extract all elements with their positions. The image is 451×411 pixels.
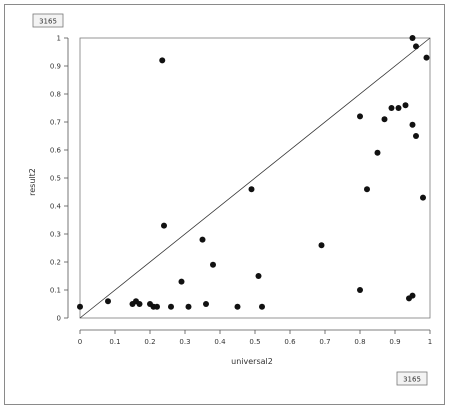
data-point bbox=[424, 55, 430, 61]
x-tick-label: 0 bbox=[78, 338, 82, 346]
data-point bbox=[179, 279, 185, 285]
y-tick-label: 0.4 bbox=[50, 203, 62, 211]
y-axis-label: result2 bbox=[28, 168, 37, 196]
data-point bbox=[235, 304, 241, 310]
x-tick-label: 0.9 bbox=[389, 338, 400, 346]
data-point bbox=[256, 273, 262, 279]
y-tick-label: 0.7 bbox=[50, 119, 61, 127]
x-tick-label: 0.7 bbox=[319, 338, 330, 346]
y-tick-label: 0.1 bbox=[50, 287, 61, 295]
data-point bbox=[319, 242, 325, 248]
data-point bbox=[77, 304, 83, 310]
data-point bbox=[413, 133, 419, 139]
data-point bbox=[154, 304, 160, 310]
y-tick-label: 0.6 bbox=[50, 147, 62, 155]
data-point bbox=[357, 113, 363, 119]
x-tick-label: 0.8 bbox=[354, 338, 365, 346]
data-point bbox=[105, 298, 111, 304]
data-point bbox=[410, 122, 416, 128]
y-tick-label: 0.5 bbox=[50, 175, 61, 183]
data-point bbox=[210, 262, 216, 268]
data-point bbox=[403, 102, 409, 108]
data-point bbox=[203, 301, 209, 307]
data-point bbox=[249, 186, 255, 192]
diagonal-line bbox=[80, 38, 430, 318]
y-tick-label: 0 bbox=[57, 315, 61, 323]
data-point bbox=[137, 301, 143, 307]
data-point bbox=[161, 223, 167, 229]
x-axis: 0 0.1 0.2 0.3 0.4 0.5 0.6 0.7 0.8 0.9 1 bbox=[78, 330, 432, 346]
data-point bbox=[200, 237, 206, 243]
data-point bbox=[389, 105, 395, 111]
y-axis: 0 0.1 0.2 0.3 0.4 0.5 0.6 0.7 0.8 0.9 1 bbox=[50, 35, 68, 323]
x-axis-label: universal2 bbox=[231, 357, 273, 366]
x-tick-label: 0.5 bbox=[249, 338, 260, 346]
bottom-right-badge-label: 3165 bbox=[403, 376, 421, 384]
data-point bbox=[168, 304, 174, 310]
data-point bbox=[364, 186, 370, 192]
top-left-badge-label: 3165 bbox=[39, 18, 57, 26]
y-tick-label: 1 bbox=[57, 35, 61, 43]
x-tick-label: 0.4 bbox=[214, 338, 226, 346]
data-point bbox=[410, 35, 416, 41]
data-point bbox=[159, 57, 165, 63]
data-point bbox=[375, 150, 381, 156]
y-tick-label: 0.9 bbox=[50, 63, 61, 71]
y-tick-label: 0.3 bbox=[50, 231, 61, 239]
x-tick-label: 0.3 bbox=[179, 338, 190, 346]
data-point bbox=[259, 304, 265, 310]
data-point bbox=[410, 293, 416, 299]
x-tick-label: 1 bbox=[428, 338, 432, 346]
data-point bbox=[420, 195, 426, 201]
x-tick-label: 0.2 bbox=[144, 338, 155, 346]
data-point bbox=[396, 105, 402, 111]
y-tick-label: 0.2 bbox=[50, 259, 61, 267]
data-point bbox=[186, 304, 192, 310]
reference-line bbox=[80, 38, 430, 318]
x-tick-label: 0.1 bbox=[109, 338, 120, 346]
data-point bbox=[382, 116, 388, 122]
data-point bbox=[357, 287, 363, 293]
y-tick-label: 0.8 bbox=[50, 91, 61, 99]
x-tick-label: 0.6 bbox=[284, 338, 296, 346]
data-point bbox=[413, 43, 419, 49]
data-points bbox=[77, 35, 430, 310]
